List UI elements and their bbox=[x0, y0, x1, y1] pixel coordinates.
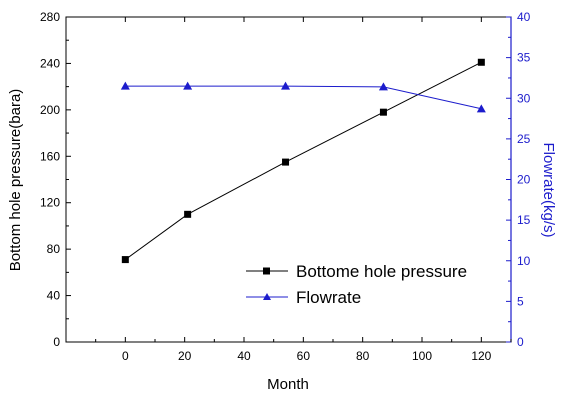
data-point-triangle bbox=[378, 82, 388, 91]
legend-marker-pressure bbox=[263, 267, 270, 275]
data-point-triangle bbox=[120, 81, 130, 90]
y-tick-label: 0 bbox=[53, 335, 60, 349]
plot-frame bbox=[65, 16, 512, 343]
data-point-square bbox=[184, 210, 192, 218]
x-tick-label: 100 bbox=[412, 349, 432, 363]
y-axis-title: Bottom hole pressure(bara) bbox=[7, 89, 24, 272]
y2-tick-label: 25 bbox=[517, 132, 531, 146]
legend-label-pressure: Bottome hole pressure bbox=[296, 262, 467, 281]
y-tick-label: 200 bbox=[40, 103, 60, 117]
y2-tick-label: 0 bbox=[517, 335, 524, 349]
y-tick-label: 40 bbox=[47, 289, 61, 303]
series-line-0 bbox=[125, 61, 482, 261]
left-axis: 0 40 80 120 160 200 240 280 bbox=[40, 10, 71, 349]
y2-axis-title: Flowrate(kg/s) bbox=[540, 142, 557, 237]
data-point-square bbox=[477, 58, 485, 66]
y2-tick-label: 15 bbox=[517, 213, 531, 227]
series-layer bbox=[120, 58, 486, 264]
legend-label-flowrate: Flowrate bbox=[296, 288, 361, 307]
x-tick-label: 0 bbox=[122, 349, 129, 363]
data-point-triangle bbox=[183, 81, 193, 90]
data-point-square bbox=[282, 158, 290, 166]
y-tick-label: 120 bbox=[40, 196, 60, 210]
y2-tick-label: 30 bbox=[517, 91, 531, 105]
x-tick-label: 80 bbox=[356, 349, 370, 363]
y2-tick-label: 10 bbox=[517, 254, 531, 268]
data-point-square bbox=[121, 256, 129, 264]
x-tick-label: 20 bbox=[178, 349, 192, 363]
legend-marker-flowrate bbox=[263, 293, 271, 300]
y-tick-label: 280 bbox=[40, 10, 60, 24]
right-axis: 0 5 10 15 20 25 30 35 40 bbox=[506, 10, 531, 349]
y-tick-label: 80 bbox=[47, 242, 61, 256]
x-tick-label: 40 bbox=[237, 349, 251, 363]
data-point-triangle bbox=[476, 104, 486, 113]
y2-tick-label: 5 bbox=[517, 294, 524, 308]
data-point-square bbox=[379, 108, 387, 116]
y2-tick-label: 35 bbox=[517, 51, 531, 65]
x-tick-label: 60 bbox=[297, 349, 311, 363]
y-tick-label: 240 bbox=[40, 56, 60, 70]
legend: Bottome hole pressure Flowrate bbox=[246, 262, 467, 307]
x-axis: 0 20 40 60 80 100 120 bbox=[65, 17, 512, 363]
x-axis-title: Month bbox=[267, 376, 309, 393]
y2-tick-label: 40 bbox=[517, 10, 531, 24]
x-tick-label: 120 bbox=[471, 349, 491, 363]
y2-tick-label: 20 bbox=[517, 173, 531, 187]
y-tick-label: 160 bbox=[40, 149, 60, 163]
data-point-triangle bbox=[281, 81, 291, 90]
